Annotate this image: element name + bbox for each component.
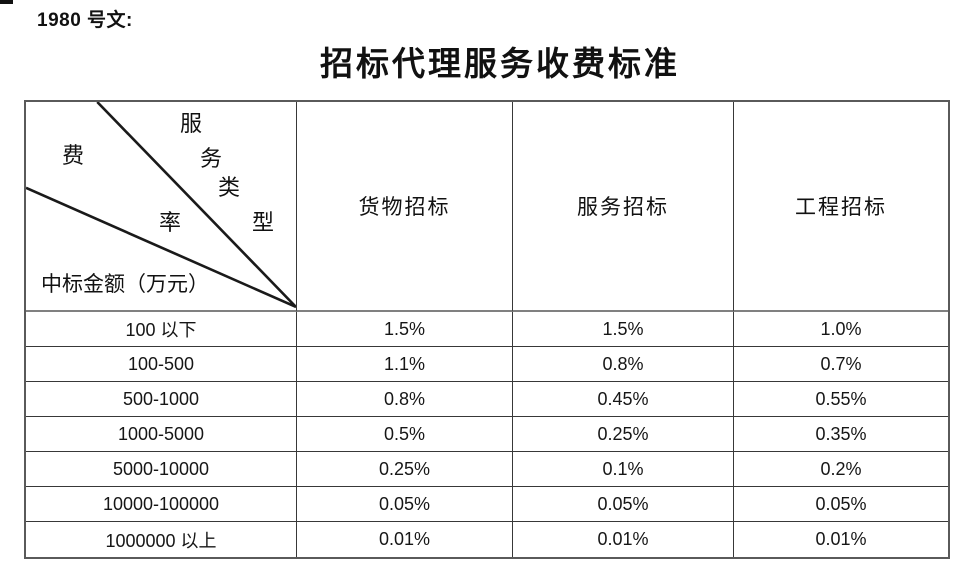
- fee-value-cell: 0.8%: [297, 382, 513, 417]
- amount-range-cell: 100-500: [26, 347, 297, 382]
- column-header-goods: 货物招标: [297, 102, 513, 312]
- fee-value-cell: 0.01%: [815, 529, 867, 549]
- fee-value-cell: 0.2%: [734, 452, 948, 487]
- axis-label-service-char3: 类: [217, 175, 241, 200]
- fee-table: 服 务 类 型 费 率 中标金额（万元） 货物招标 服务招标 工程招标 100 …: [24, 100, 950, 559]
- fee-value-cell: 0.05%: [734, 487, 948, 522]
- diagonal-lines: [26, 102, 296, 309]
- diagonal-header-cell: 服 务 类 型 费 率 中标金额（万元）: [26, 102, 297, 312]
- fee-value-cell: 0.01%: [297, 522, 513, 557]
- axis-label-rate-char2: 率: [158, 210, 182, 235]
- fee-value-cell: 0.55%: [734, 382, 948, 417]
- axis-label-service-char1: 服: [179, 111, 203, 136]
- axis-label-amount: 中标金额（万元）: [41, 272, 209, 296]
- axis-label-service-char4: 型: [251, 210, 275, 235]
- fee-value-cell: 1.0%: [734, 312, 948, 347]
- fee-value-cell: 0.01%: [513, 522, 734, 557]
- fee-value-cell: 0.7%: [734, 347, 948, 382]
- fee-value-cell: 0.8%: [513, 347, 734, 382]
- amount-range-cell: 10000-100000: [26, 487, 297, 522]
- fee-value-cell: 1.5%: [297, 312, 513, 347]
- axis-label-rate-char1: 费: [61, 143, 85, 168]
- fee-value-cell: 0.25%: [513, 417, 734, 452]
- amount-range-cell: 500-1000: [26, 382, 297, 417]
- axis-label-service-char2: 务: [199, 146, 223, 171]
- column-header-service: 服务招标: [513, 102, 734, 312]
- fee-value-cell: 0.25%: [297, 452, 513, 487]
- fee-value-cell: 1.5%: [513, 312, 734, 347]
- amount-range-cell: 100 以下: [26, 312, 297, 347]
- fee-value-cell: 0.45%: [513, 382, 734, 417]
- fee-value-cell: 0.5%: [297, 417, 513, 452]
- doc-ref-label: 1980 号文:: [37, 10, 133, 31]
- fee-value-cell: 0.05%: [513, 487, 734, 522]
- fee-value-cell: 0.05%: [297, 487, 513, 522]
- corner-artifact: [0, 0, 13, 4]
- amount-range-cell: 1000000 以上: [26, 522, 297, 557]
- title-wrap: 招标代理服务收费标准: [0, 46, 976, 84]
- column-header-works: 工程招标: [734, 102, 948, 312]
- fee-value-cell: 0.1%: [513, 452, 734, 487]
- amount-range-cell: 5000-10000: [26, 452, 297, 487]
- fee-value-cell: 1.1%: [297, 347, 513, 382]
- page-title: 招标代理服务收费标准: [320, 47, 680, 83]
- fee-value-cell: 0.35%: [734, 417, 948, 452]
- amount-range-cell: 1000-5000: [26, 417, 297, 452]
